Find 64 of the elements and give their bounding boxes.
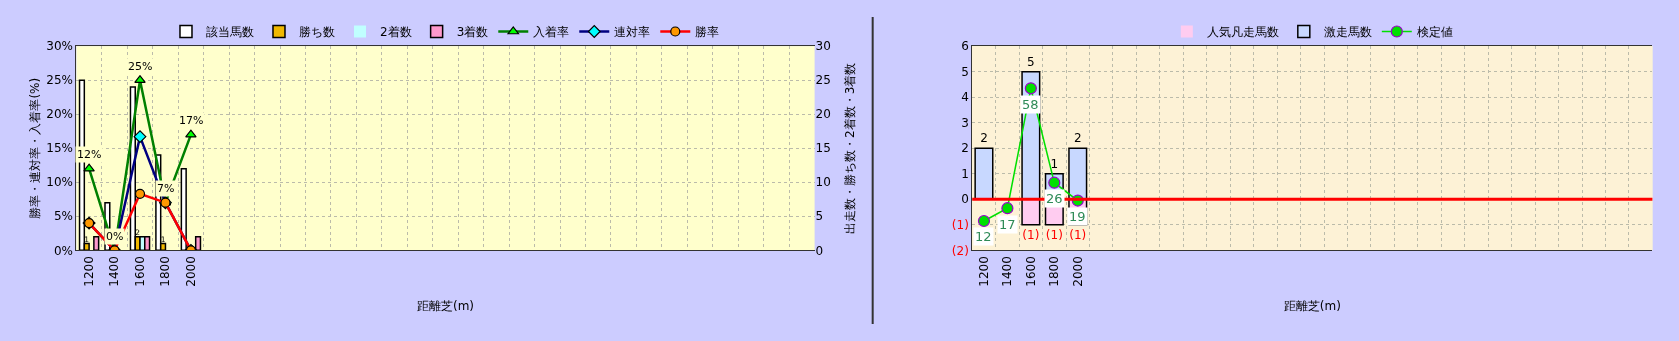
annotation: 12 <box>975 229 992 244</box>
x-tick-label: 1600 <box>1023 256 1038 287</box>
legend-label: 検定値 <box>1416 25 1453 40</box>
y2-tick-label: 15 <box>815 141 831 156</box>
y2-tick-label: 25 <box>815 73 831 88</box>
data-label: 1 <box>1050 156 1059 171</box>
legend-label: 人気凡走馬数 <box>1206 25 1279 40</box>
y-tick-label: 3 <box>961 115 969 130</box>
y-tick-label: 25% <box>46 73 73 88</box>
y2-tick-label: 0 <box>815 243 824 258</box>
data-label: 25% <box>128 60 153 73</box>
legend-label: 2着数 <box>379 25 412 40</box>
x-tick-label: 1600 <box>132 256 147 287</box>
annotation: 17 <box>999 217 1016 232</box>
data-label: 12% <box>77 148 102 161</box>
y-axis-title: 勝率・連対率・入着率(%) <box>27 77 42 219</box>
y-tick-label: 5% <box>53 209 73 224</box>
y-tick-label: 1 <box>961 166 969 181</box>
x-tick-label: 1200 <box>81 256 96 287</box>
legend-label: 入着率 <box>533 25 570 40</box>
annotation: 26 <box>1046 191 1063 206</box>
y-tick-label: 0% <box>53 243 73 258</box>
data-label: 7% <box>157 182 175 195</box>
y-tick-label: (1) <box>951 218 969 232</box>
data-label: 17% <box>179 114 204 127</box>
y-tick-label: (2) <box>951 243 969 258</box>
x-tick-label: 1400 <box>107 256 122 287</box>
y-tick-label: 2 <box>961 141 969 156</box>
legend-label: 該当馬数 <box>205 25 254 40</box>
y-tick-label: 15% <box>46 141 73 156</box>
x-tick-label: 1800 <box>1047 256 1062 287</box>
data-label: (1) <box>1045 227 1063 242</box>
data-label: (1) <box>1069 227 1087 242</box>
y-tick-label: 6 <box>961 39 969 54</box>
x-tick-label: 2000 <box>1070 256 1085 287</box>
legend-label: 勝ち数 <box>298 25 335 40</box>
data-label: 2 <box>1073 131 1082 146</box>
x-axis-title: 距離芝(m) <box>416 298 475 313</box>
data-label: 0% <box>106 230 124 243</box>
legend-label: 激走馬数 <box>1323 25 1372 40</box>
y-tick-label: 4 <box>961 90 969 105</box>
x-tick-label: 1400 <box>1000 256 1015 287</box>
x-axis-title: 距離芝(m) <box>1283 298 1341 313</box>
annotation: 58 <box>1022 97 1039 112</box>
y2-tick-label: 10 <box>815 175 831 190</box>
y2-tick-label: 20 <box>815 107 831 122</box>
y-tick-label: 10% <box>46 175 73 190</box>
y-tick-label: 0 <box>961 192 969 207</box>
y2-tick-label: 30 <box>815 39 831 54</box>
legend-label: 連対率 <box>614 25 651 40</box>
data-label: 5 <box>1027 54 1035 69</box>
x-tick-label: 2000 <box>183 256 198 287</box>
x-tick-label: 1800 <box>158 256 173 287</box>
legend-label: 勝率 <box>695 25 720 40</box>
legend-label: 3着数 <box>456 25 489 40</box>
y2-tick-label: 5 <box>815 209 824 224</box>
y-tick-label: 5 <box>961 64 969 79</box>
y2-axis-title: 出走数・勝ち数・2着数・3着数 <box>842 62 857 234</box>
annotation: 19 <box>1069 209 1086 224</box>
data-label: 2 <box>980 131 988 146</box>
y-tick-label: 30% <box>46 39 73 54</box>
data-label: (1) <box>1022 227 1040 242</box>
y-tick-label: 20% <box>46 107 73 122</box>
x-tick-label: 1200 <box>976 256 991 287</box>
